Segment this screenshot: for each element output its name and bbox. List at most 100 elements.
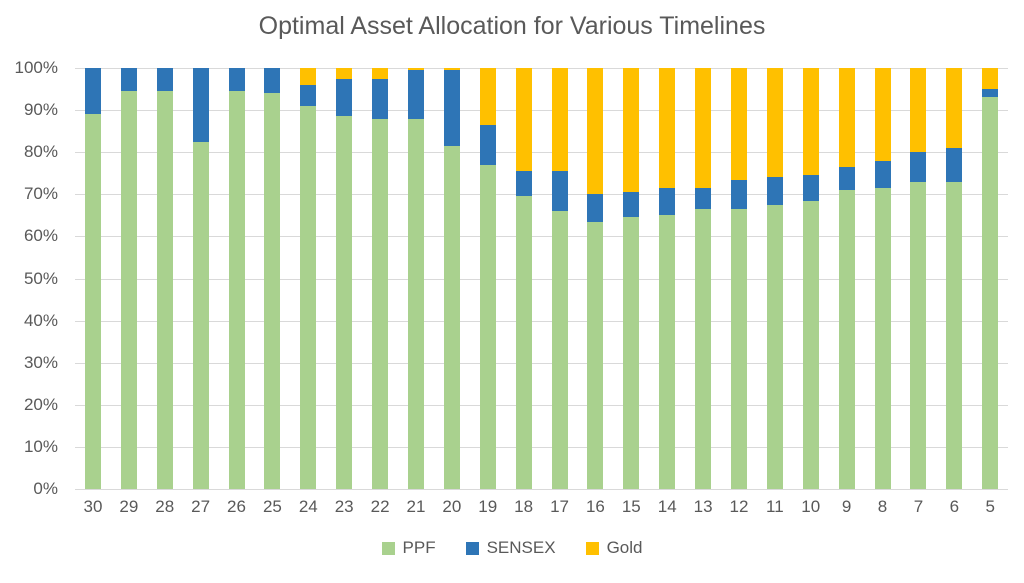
stacked-bar-9 [838,68,855,489]
bar-segment-sensex-18 [515,171,532,197]
bar-segment-sensex-9 [838,166,855,191]
bar-segment-ppf-8 [874,188,891,489]
bar-segment-gold-22 [372,68,389,79]
stacked-bar-16 [587,68,604,489]
bar-segment-gold-14 [659,68,676,188]
y-axis-tick-label: 70% [23,184,58,204]
stacked-bar-24 [300,68,317,489]
legend-swatch-icon [585,541,599,555]
x-axis-tick-label: 24 [298,497,318,516]
stacked-bar-25 [264,68,281,489]
y-axis-tick-label: 0% [33,479,58,498]
stacked-bar-12 [730,68,747,489]
x-axis-tick-label: 29 [119,497,139,516]
stacked-bar-20 [443,68,460,489]
bar-segment-ppf-11 [766,204,783,489]
x-axis: 30 29 28 27 26 25 24 23 22 21 20 19 18 17 16 15 14 13 12 11… [75,497,1008,517]
legend-item-gold: Gold [585,538,642,558]
bar-segment-ppf-12 [730,209,747,489]
bar-segment-sensex-26 [228,68,245,92]
x-axis-tick-label: 6 [949,497,960,516]
bar-segment-sensex-20 [443,70,460,146]
x-axis-tick-label: 17 [550,497,569,516]
bars-row [75,68,1008,489]
bar-segment-gold-8 [874,68,891,161]
x-axis-tick-label: 15 [621,497,641,516]
bar-segment-gold-12 [730,68,747,180]
stacked-bar-11 [766,68,783,489]
stacked-bar-30 [84,68,101,489]
x-axis-tick-label: 28 [155,497,175,516]
gridline-30% [75,362,1008,364]
bar-slot-9 [829,68,865,489]
gridline-100% [75,68,1008,69]
x-axis-tick-label: 9 [841,497,852,516]
gridline-70% [75,194,1008,196]
bar-segment-gold-17 [551,68,568,172]
x-axis-tick-label: 20 [442,497,462,516]
x-axis-tick-label: 10 [801,497,821,516]
bar-segment-ppf-17 [551,211,568,489]
bar-segment-gold-20 [443,68,460,71]
bar-segment-ppf-28 [156,91,173,489]
gridline-0% [75,489,1008,490]
x-axis-tick-label: 14 [657,497,677,516]
stacked-bar-15 [623,68,640,489]
bar-segment-ppf-30 [84,114,101,489]
bar-slot-17 [542,68,578,489]
bar-segment-ppf-14 [659,215,676,489]
x-axis-tick-label: 19 [478,497,498,516]
bar-segment-gold-11 [766,68,783,178]
bar-slot-26 [219,68,255,489]
bar-segment-ppf-10 [802,200,819,489]
y-axis-tick-label: 20% [23,394,58,414]
bar-segment-sensex-30 [84,68,101,115]
bar-segment-sensex-13 [695,188,712,210]
chart-title: Optimal Asset Allocation for Various Tim… [258,12,766,40]
bar-segment-sensex-28 [156,68,173,92]
legend-item-sensex: SENSEX [465,538,556,558]
gridline-60% [75,236,1008,238]
y-axis-tick-label: 90% [23,100,58,120]
gridline-40% [75,320,1008,322]
y-axis-tick-label: 60% [23,226,58,246]
bar-segment-ppf-6 [946,181,963,489]
stacked-bar-29 [120,68,137,489]
bar-segment-sensex-14 [659,188,676,216]
x-axis-tick-label: 11 [766,497,784,516]
x-axis-tick-label: 27 [191,497,211,516]
bar-segment-sensex-29 [120,68,137,92]
bar-slot-16 [577,68,613,489]
bar-segment-gold-15 [623,68,640,193]
bar-segment-ppf-5 [982,97,999,489]
stacked-bar-5 [982,68,999,489]
bar-segment-gold-16 [587,68,604,195]
bar-segment-ppf-20 [443,145,460,489]
legend-label: PPF [402,538,436,557]
stacked-bar-7 [910,68,927,489]
bar-segment-sensex-5 [982,89,999,98]
bar-segment-ppf-25 [264,93,281,489]
bar-segment-ppf-29 [120,91,137,489]
stacked-bar-19 [479,68,496,489]
bar-slot-18 [506,68,542,489]
stacked-bar-6 [946,68,963,489]
gridline-50% [75,278,1008,280]
x-axis-tick-label: 8 [877,497,888,516]
stacked-bar-27 [192,68,209,489]
x-axis-tick-label: 13 [693,497,713,516]
bar-slot-19 [470,68,506,489]
x-axis-tick-label: 7 [913,497,924,516]
x-axis-tick-label: 23 [334,497,354,516]
bar-segment-ppf-18 [515,196,532,489]
bar-segment-sensex-24 [300,84,317,106]
bar-segment-sensex-21 [407,70,424,119]
bar-segment-gold-7 [910,68,927,153]
bar-slot-11 [757,68,793,489]
legend-swatch-icon [381,541,395,555]
bar-segment-sensex-10 [802,175,819,201]
bar-segment-gold-18 [515,68,532,172]
bar-segment-gold-23 [336,68,353,79]
bar-segment-ppf-9 [838,190,855,489]
